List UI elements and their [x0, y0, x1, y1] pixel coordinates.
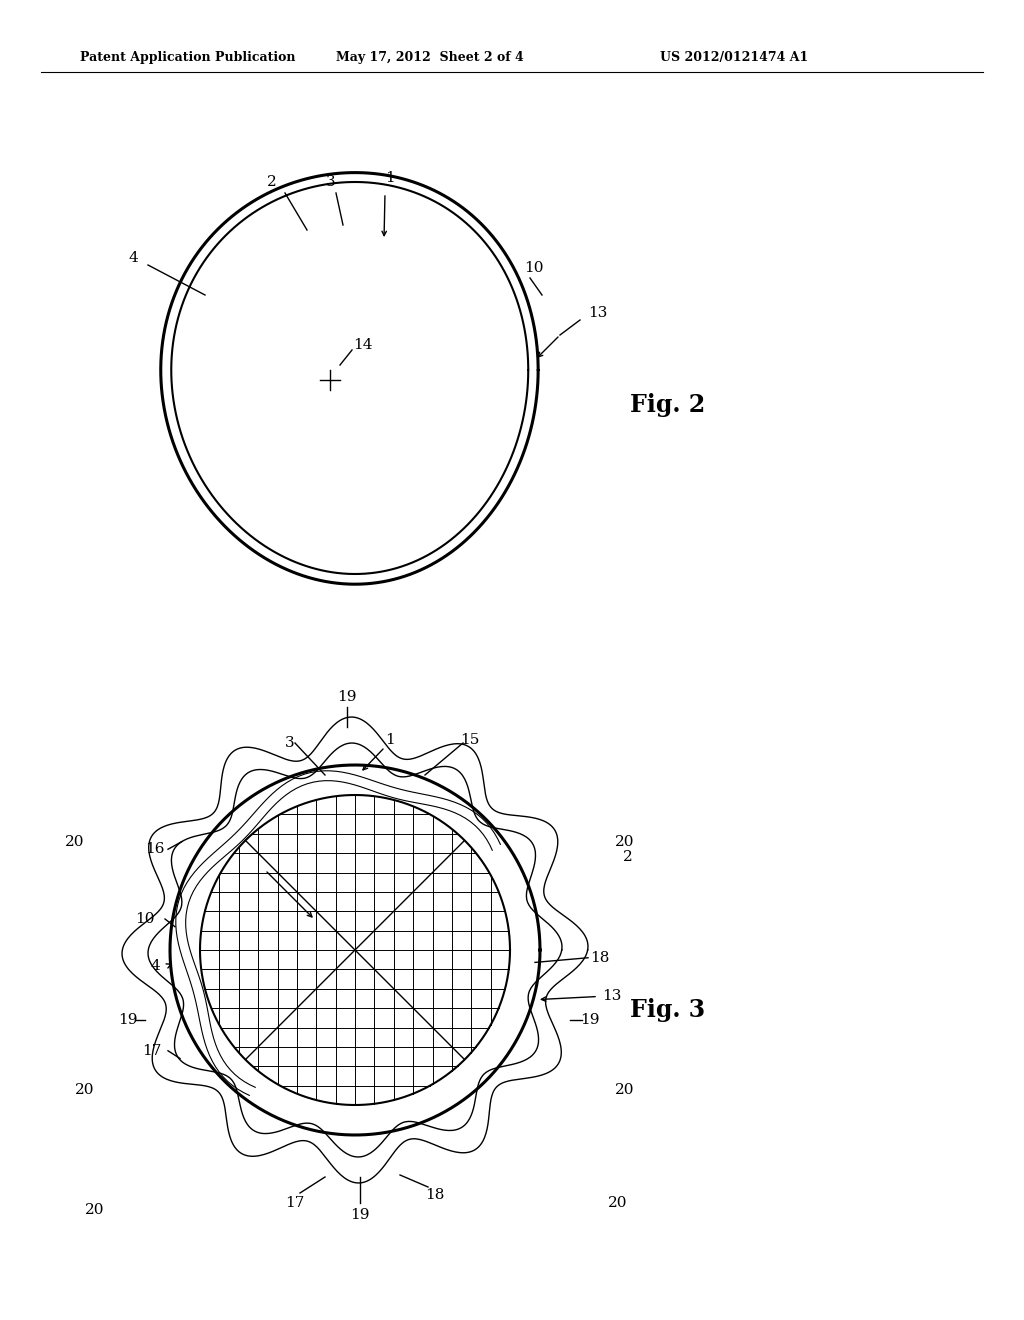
Text: 10: 10 [135, 912, 155, 927]
Text: 19: 19 [337, 690, 356, 704]
Text: 3: 3 [286, 737, 295, 750]
Text: 4: 4 [151, 958, 160, 973]
Text: 19: 19 [350, 1208, 370, 1222]
Text: 20: 20 [615, 1082, 635, 1097]
Text: 19: 19 [581, 1012, 600, 1027]
Text: 13: 13 [588, 306, 607, 319]
Text: Fig. 2: Fig. 2 [630, 393, 706, 417]
Text: 17: 17 [142, 1044, 162, 1057]
Text: May 17, 2012  Sheet 2 of 4: May 17, 2012 Sheet 2 of 4 [336, 51, 524, 65]
Text: 1: 1 [385, 172, 395, 185]
Text: 2: 2 [267, 176, 276, 189]
Text: Fig. 3: Fig. 3 [630, 998, 706, 1022]
Text: 10: 10 [524, 261, 544, 275]
Text: 1: 1 [385, 733, 395, 747]
Text: 15: 15 [461, 733, 479, 747]
Text: 17: 17 [286, 1196, 305, 1210]
Text: US 2012/0121474 A1: US 2012/0121474 A1 [660, 51, 808, 65]
Text: 16: 16 [145, 842, 165, 857]
Text: 20: 20 [608, 1196, 628, 1210]
Text: 18: 18 [425, 1188, 444, 1203]
Text: 14: 14 [353, 338, 373, 352]
Text: 18: 18 [590, 950, 609, 965]
Text: 20: 20 [75, 1082, 95, 1097]
Text: 20: 20 [85, 1203, 104, 1217]
Text: Patent Application Publication: Patent Application Publication [80, 51, 296, 65]
Text: 20: 20 [66, 834, 85, 849]
Text: 2: 2 [624, 850, 633, 865]
Text: 4: 4 [128, 251, 138, 265]
Text: 19: 19 [118, 1012, 138, 1027]
Text: 20: 20 [615, 834, 635, 849]
Text: 3: 3 [327, 176, 336, 189]
Text: 13: 13 [602, 990, 622, 1003]
